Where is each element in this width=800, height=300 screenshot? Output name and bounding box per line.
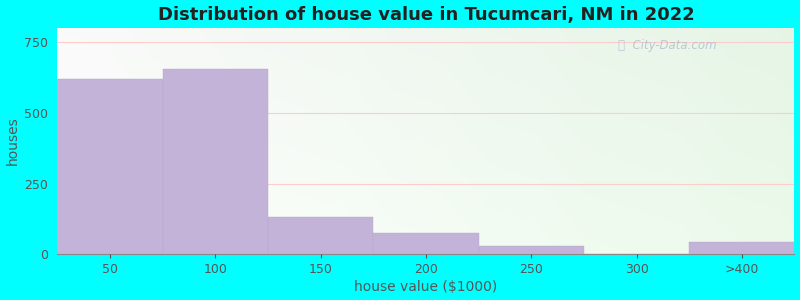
Bar (689, 242, 794, 254)
Y-axis label: houses: houses (6, 117, 19, 165)
Bar (478, 246, 584, 254)
X-axis label: house value ($1000): house value ($1000) (354, 280, 498, 294)
Text: ⓘ  City-Data.com: ⓘ City-Data.com (618, 39, 716, 52)
Bar (58, 79, 162, 254)
Title: Distribution of house value in Tucumcari, NM in 2022: Distribution of house value in Tucumcari… (158, 6, 694, 24)
Bar (162, 69, 268, 254)
Bar (268, 218, 374, 254)
Bar (374, 233, 478, 254)
